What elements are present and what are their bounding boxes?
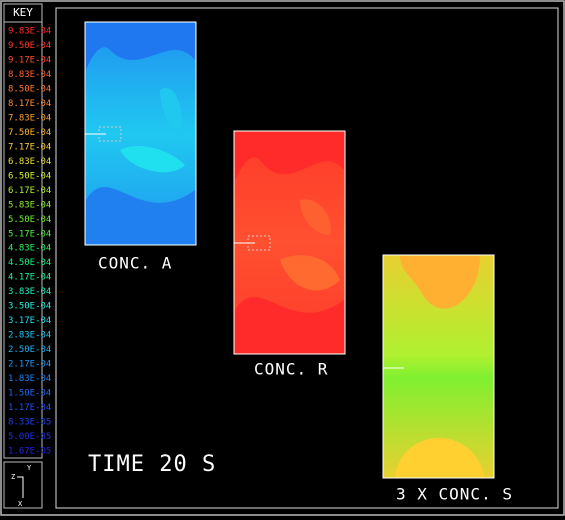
- key-entry: 4.17E-04: [8, 273, 51, 283]
- axis-z: Z: [11, 473, 15, 481]
- key-entry: 6.17E-04: [8, 186, 51, 196]
- key-entry: 1.50E-04: [8, 389, 51, 399]
- key-entry: 5.17E-04: [8, 229, 51, 239]
- time-label: TIME 20 S: [88, 452, 216, 477]
- key-entry: 8.17E-04: [8, 99, 51, 109]
- key-entry: 8.33E-05: [8, 418, 51, 428]
- key-entry: 4.83E-04: [8, 244, 51, 254]
- key-entry: 6.83E-04: [8, 157, 51, 167]
- key-entry: 1.83E-04: [8, 374, 51, 384]
- axis-y: Y: [27, 464, 32, 472]
- key-entry: 3.50E-04: [8, 302, 51, 312]
- key-entry: 2.50E-04: [8, 345, 51, 355]
- key-entry: 3.17E-04: [8, 316, 51, 326]
- key-entry: 4.50E-04: [8, 258, 51, 268]
- axis-triad: [17, 476, 24, 498]
- key-entry: 3.83E-04: [8, 287, 51, 297]
- key-entry: 2.83E-04: [8, 331, 51, 341]
- key-entry: 7.83E-04: [8, 113, 51, 123]
- panel-label: 3 X CONC. S: [396, 485, 513, 504]
- key-entry: 5.50E-04: [8, 215, 51, 225]
- panel-label: CONC. R: [254, 360, 328, 379]
- key-entry: 9.83E-04: [8, 27, 51, 37]
- key-entry: 5.83E-04: [8, 200, 51, 210]
- panel-a: [84, 21, 197, 246]
- key-title: KEY: [13, 6, 33, 19]
- key-entries: 9.83E-04 9.50E-04 9.17E-04 8.83E-04 8.50E-04…: [8, 27, 51, 457]
- key-panel: [3, 3, 43, 459]
- key-entry: 9.17E-04: [8, 55, 51, 65]
- key-entry: 8.83E-04: [8, 70, 51, 80]
- key-entry: 1.67E-05: [8, 447, 51, 457]
- panel-r: [233, 130, 346, 355]
- key-entry: 2.17E-04: [8, 360, 51, 370]
- key-entry: 1.17E-04: [8, 403, 51, 413]
- key-entry: 7.50E-04: [8, 128, 51, 138]
- key-entry: 7.17E-04: [8, 142, 51, 152]
- key-entry: 9.50E-04: [8, 41, 51, 51]
- key-entry: 6.50E-04: [8, 171, 51, 181]
- panel-s: [382, 254, 495, 479]
- key-entry: 8.50E-04: [8, 84, 51, 94]
- axis-x: X: [18, 500, 23, 508]
- panel-label: CONC. A: [98, 254, 172, 273]
- key-entry: 5.00E-05: [8, 432, 51, 442]
